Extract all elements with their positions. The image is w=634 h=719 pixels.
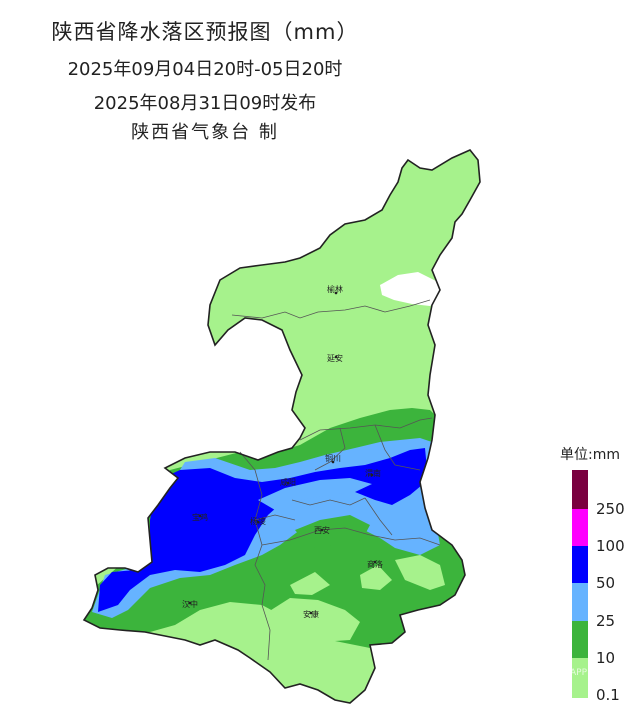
zone-0-1-10mm-patch [360,565,392,590]
zone-25-50mm-streak [258,478,372,510]
legend: 单位:mm 250 100 50 25 10 0.1 APP [556,440,634,710]
map-title: 陕西省降水落区预报图（mm） [51,20,359,44]
legend-tick: 100 [596,537,625,555]
zone-25-50mm-patch [400,500,432,530]
legend-swatch-100-250 [572,509,588,546]
legend-swatch-over-250 [572,470,588,509]
legend-title: 单位:mm [560,447,620,463]
issuer: 陕西省气象台 制 [131,122,279,143]
city-boundaries [231,299,441,661]
legend-tick: 25 [596,612,616,630]
zone-0-1-10mm-patch [290,572,330,595]
legend-swatch-0-1-10 [572,658,588,698]
city-label: 咸阳 [280,477,296,487]
city-label: 汉中 [182,599,198,609]
city-label: 商洛 [367,559,383,569]
city-label: 延安 [327,353,343,363]
city-label: 安康 [303,609,319,619]
zone-0-1-10mm-patch [395,555,445,590]
zone-0-1-10mm-patch [268,598,360,642]
city-label: 渭南 [365,468,381,478]
legend-swatch-50-100 [572,546,588,583]
watermark: APP [570,668,588,678]
precipitation-map: 榆林 延安 铜川 渭南 咸阳 宝鸡 杨凌 西安 商洛 汉中 安康 [83,149,481,704]
legend-swatch-10-25 [572,621,588,658]
city-labels: 榆林 延安 铜川 渭南 咸阳 宝鸡 杨凌 西安 商洛 汉中 安康 [182,284,383,619]
city-label: 榆林 [327,284,343,294]
legend-tick: 0.1 [596,686,620,704]
city-label: 铜川 [325,453,341,463]
legend-tick: 50 [596,574,616,592]
forecast-period: 2025年09月04日20时-05日20时 [67,59,343,80]
issue-time: 2025年08月31日09时发布 [93,93,317,114]
city-label: 西安 [314,525,330,535]
legend-tick: 10 [596,649,616,667]
city-label: 杨凌 [250,516,266,526]
city-label: 宝鸡 [192,512,208,522]
zone-no-rain [380,272,442,306]
legend-tick: 250 [596,500,625,518]
legend-swatch-25-50 [572,583,588,621]
zone-10-25mm-patch [295,515,370,548]
